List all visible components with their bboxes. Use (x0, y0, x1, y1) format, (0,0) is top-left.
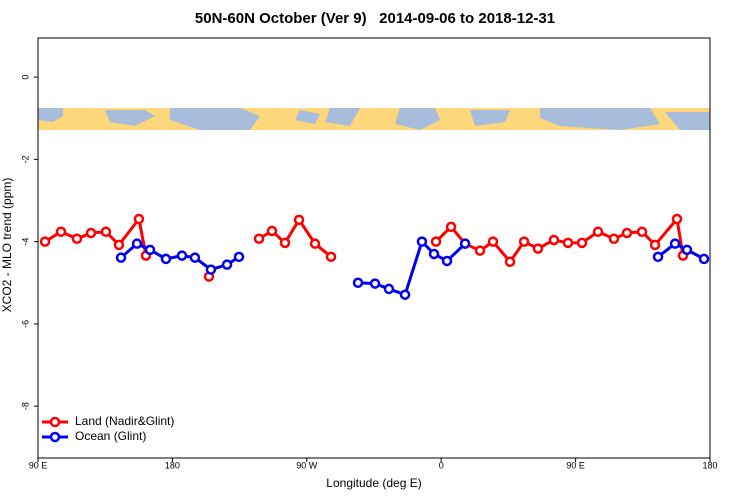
data-point (669, 238, 681, 249)
map-band (38, 108, 710, 130)
series-line (434, 215, 685, 265)
data-point (325, 251, 337, 263)
data-point (233, 251, 245, 263)
data-point (160, 253, 172, 265)
data-point (133, 213, 145, 225)
data-point (698, 253, 710, 265)
data-point (416, 236, 428, 247)
data-point (253, 233, 265, 244)
legend-marker (49, 416, 61, 428)
data-point (309, 238, 321, 249)
data-point (548, 234, 560, 246)
data-point (144, 244, 156, 256)
data-point (649, 239, 661, 251)
y-tick-label: -2 (20, 155, 30, 163)
data-point (430, 236, 442, 247)
y-tick-label: 0 (20, 75, 30, 80)
y-tick-label: -4 (20, 238, 30, 246)
series-line (657, 241, 705, 261)
data-point (652, 251, 664, 263)
data-point (352, 277, 364, 289)
series-line (258, 217, 332, 259)
data-point (428, 248, 440, 260)
data-point (487, 236, 499, 247)
data-point (189, 252, 201, 263)
data-point (221, 259, 233, 270)
data-point (459, 238, 471, 249)
data-point (562, 237, 574, 249)
y-axis-label: XCO2 - MLO trend (ppm) (0, 178, 14, 313)
data-point (518, 236, 530, 247)
x-tick-label: 90 W (296, 460, 318, 470)
data-point (266, 225, 278, 237)
data-point (55, 226, 67, 238)
y-tick-label: -6 (20, 320, 30, 328)
data-point (131, 238, 143, 249)
data-point (205, 264, 217, 275)
data-point (592, 226, 604, 238)
legend-text: Ocean (Glint) (75, 429, 146, 443)
data-point (399, 289, 411, 300)
data-point (681, 244, 693, 256)
data-point (369, 278, 381, 289)
data-point (293, 214, 305, 226)
data-point (636, 226, 648, 238)
legend-text: Land (Nadir&Glint) (75, 414, 174, 428)
x-tick-label: 90 E (29, 460, 48, 470)
data-point (113, 239, 125, 251)
data-point (441, 255, 453, 267)
data-point (576, 237, 588, 249)
data-point (176, 250, 188, 261)
data-point (504, 256, 516, 268)
data-point (474, 245, 486, 256)
legend-marker (49, 431, 61, 443)
plot-frame (37, 37, 711, 459)
data-point (85, 227, 97, 239)
x-tick-label: 0 (439, 460, 444, 470)
data-point (279, 237, 291, 249)
data-point (100, 226, 112, 238)
y-tick-label: -8 (20, 402, 30, 410)
data-point (39, 236, 51, 247)
data-point (671, 213, 683, 225)
data-point (621, 227, 633, 239)
data-point (71, 233, 83, 244)
data-point (445, 221, 457, 233)
x-tick-label: 180 (702, 460, 717, 470)
x-axis-label: Longitude (deg E) (326, 476, 421, 490)
data-point (115, 252, 127, 263)
data-point (532, 243, 544, 254)
x-tick-label: 180 (165, 460, 180, 470)
data-point (383, 283, 395, 295)
chart-title: 50N-60N October (Ver 9) 2014-09-06 to 20… (195, 10, 555, 27)
data-point (608, 233, 620, 244)
x-tick-label: 90 E (566, 460, 585, 470)
